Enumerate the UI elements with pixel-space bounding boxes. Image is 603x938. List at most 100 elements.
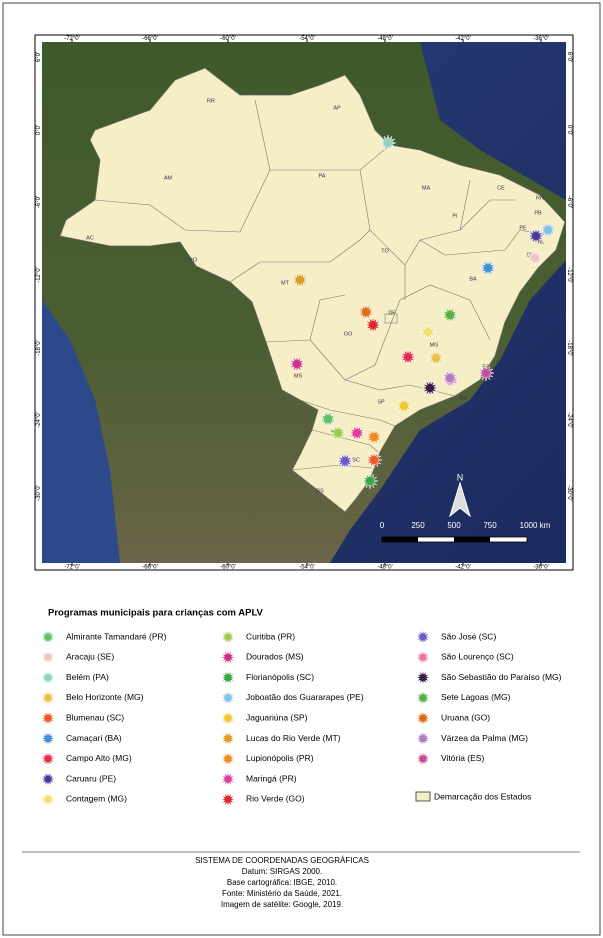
state-borders xyxy=(94,99,546,471)
legend-marker xyxy=(220,690,236,705)
state-label: RJ xyxy=(460,395,467,401)
lat-label-left: 6°0' xyxy=(36,52,42,62)
footer-line: SISTEMA DE COORDENADAS GEOGRÁFICAS xyxy=(195,856,369,865)
legend-label: Blumenau (SC) xyxy=(66,712,124,722)
footer-line: Imagem de satélite: Google, 2019. xyxy=(221,900,343,909)
lat-label-left: -24°0' xyxy=(36,412,42,428)
legend-label: Várzea da Palma (MG) xyxy=(441,733,528,743)
state-label: MS xyxy=(294,373,303,379)
state-label: AP xyxy=(333,105,341,111)
lat-label-left: 0°0' xyxy=(36,125,42,135)
legend-label: Aracaju (SE) xyxy=(66,652,114,662)
legend-marker xyxy=(40,690,56,705)
state-label: SC xyxy=(352,457,360,463)
legend-marker xyxy=(415,731,431,746)
state-label: SP xyxy=(377,399,385,405)
legend-label: São Sebastião do Paraíso (MG) xyxy=(441,672,562,682)
north-label: N xyxy=(457,472,464,482)
legend-label: Dourados (MS) xyxy=(246,652,304,662)
legend-label: Demarcação dos Estados xyxy=(434,791,531,801)
map-marker xyxy=(421,379,439,397)
state-label: DF xyxy=(388,310,396,316)
map-marker xyxy=(364,316,382,334)
map-marker xyxy=(477,364,495,382)
legend-label: Camaçari (BA) xyxy=(66,733,122,743)
legend-marker xyxy=(220,711,236,726)
lon-label-bottom: -54°0' xyxy=(299,565,315,571)
legend-label: Belo Horizonte (MG) xyxy=(66,692,144,702)
map-marker xyxy=(319,410,337,428)
legend-marker xyxy=(40,670,56,685)
legend-label: Florianópolis (SC) xyxy=(246,672,314,682)
map-marker xyxy=(348,424,366,442)
legend-marker xyxy=(40,751,56,766)
legend-label: Joboatão dos Guararapes (PE) xyxy=(246,692,364,702)
lat-label-left: -18°0' xyxy=(36,340,42,356)
map-marker xyxy=(441,369,459,387)
map-marker xyxy=(419,323,437,341)
map-marker xyxy=(395,397,413,415)
map-marker xyxy=(479,259,497,277)
legend-label: Sete Lagoas (MG) xyxy=(441,692,511,702)
scale-label: 750 xyxy=(483,521,497,530)
legend-marker xyxy=(415,650,431,665)
legend-marker xyxy=(220,751,236,766)
state-label: TO xyxy=(381,248,389,254)
legend-marker xyxy=(40,792,56,807)
legend-marker xyxy=(220,772,236,787)
footer-line: Datum: SIRGAS 2000. xyxy=(242,867,322,876)
lat-label-right: -30°0' xyxy=(566,485,572,501)
lon-label-bottom: -36°0' xyxy=(533,565,549,571)
lat-label-left: -6°0' xyxy=(36,196,42,208)
state-label: MT xyxy=(281,280,290,286)
state-label: RS xyxy=(316,488,324,494)
legend-marker xyxy=(415,690,431,705)
legend-marker xyxy=(220,650,236,665)
lat-label-right: 6°0' xyxy=(566,52,572,62)
state-label: PA xyxy=(319,173,326,179)
legend-label: Vitória (ES) xyxy=(441,753,484,763)
scale-label: 500 xyxy=(447,521,461,530)
map-marker xyxy=(361,472,379,490)
legend-label: Curitiba (PR) xyxy=(246,631,295,641)
lat-label-right: -6°0' xyxy=(566,196,572,208)
legend-marker xyxy=(40,731,56,746)
lon-label-bottom: -66°0' xyxy=(142,565,158,571)
legend-label: Belém (PA) xyxy=(66,672,109,682)
legend-marker xyxy=(220,629,236,645)
lat-label-right: 0°0' xyxy=(566,125,572,135)
north-arrow xyxy=(449,481,471,518)
map-marker xyxy=(379,134,397,152)
legend-marker xyxy=(415,670,431,685)
map-marker xyxy=(399,348,417,366)
legend-marker xyxy=(415,711,431,726)
lat-label-right: -18°0' xyxy=(566,340,572,356)
state-label: GO xyxy=(344,331,353,337)
state-label: PI xyxy=(452,213,458,219)
map-marker xyxy=(441,306,459,324)
map-marker xyxy=(357,303,375,321)
legend-label: Lucas do Rio Verde (MT) xyxy=(246,733,341,743)
legend-marker xyxy=(415,751,431,766)
legend-label: São José (SC) xyxy=(441,631,496,641)
scale-bar xyxy=(381,536,528,543)
footer-line: Base cartográfica: IBGE, 2010. xyxy=(227,878,337,887)
lat-label-right: -24°0' xyxy=(566,412,572,428)
legend-marker xyxy=(220,670,236,685)
legend-marker xyxy=(220,792,236,807)
scale-label: 0 xyxy=(380,521,385,530)
legend-label: Almirante Tamandaré (PR) xyxy=(66,631,167,641)
state-label: CE xyxy=(497,185,505,191)
legend-marker xyxy=(40,711,56,726)
state-label: MA xyxy=(422,185,431,191)
state-label: RR xyxy=(207,98,215,104)
map-marker xyxy=(526,249,544,267)
states-swatch xyxy=(415,791,431,802)
legend-label: Rio Verde (GO) xyxy=(246,794,305,804)
lon-label-bottom: -60°0' xyxy=(220,565,236,571)
legend-marker xyxy=(40,650,56,665)
map-marker xyxy=(336,452,354,470)
map-marker xyxy=(365,428,383,446)
map-marker xyxy=(288,355,306,373)
